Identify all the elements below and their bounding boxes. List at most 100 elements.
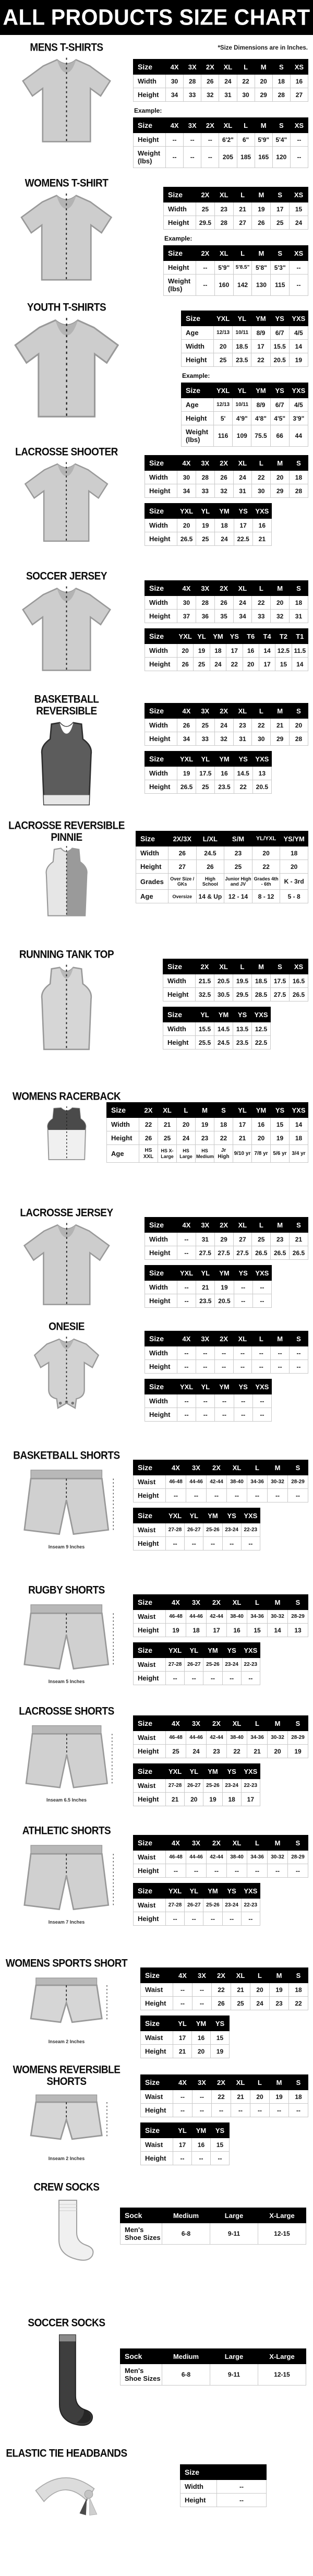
size-col-header: 4X <box>173 1967 192 1983</box>
size-value: -- <box>184 1912 204 1926</box>
size-value: 34 <box>165 88 184 102</box>
size-value: 22-23 <box>240 1898 260 1912</box>
size-value: 19 <box>251 202 271 216</box>
size-col-header: S <box>287 1835 308 1851</box>
size-value: 25 <box>270 216 290 230</box>
size-value: -- <box>287 1488 308 1502</box>
size-col-header: L <box>251 1217 271 1233</box>
size-value: 28-29 <box>287 1609 308 1624</box>
size-col-header: YS <box>210 2016 230 2031</box>
table-corner-header: Size <box>145 1331 177 1346</box>
size-value: -- <box>240 1671 260 1685</box>
size-value: -- <box>173 2090 192 2104</box>
size-value: 23 <box>214 202 234 216</box>
size-value: -- <box>192 1983 212 1997</box>
size-value: 34-36 <box>247 1475 268 1489</box>
tables-column: Size 4X 3X 2X XL L M S XS Width 30 28 26 24 22 20 18 16 He… <box>133 42 313 173</box>
size-value: 30 <box>165 74 184 88</box>
size-table: Size 4X 3X 2X XL L M S Width -- -- -- -- -- -- -- Height… <box>145 1331 308 1374</box>
size-value: 19 <box>269 1983 289 1997</box>
product-column: LACROSSE JERSEY <box>0 1207 133 1308</box>
size-value: 26 <box>211 1996 231 2010</box>
size-value: 5'9" <box>254 133 273 147</box>
size-col-header: S <box>270 245 290 261</box>
tank-graphic <box>26 963 107 1052</box>
size-value: 19 <box>288 353 308 367</box>
tables-stack: Size 4X 3X 2X XL L M S Waist 46-48 44-46 42-44 38-40… <box>133 1594 313 1685</box>
table-corner-header: Size <box>145 628 177 644</box>
tables-column: Size 4X 3X 2X XL L M S Width -- 31 29 27 25 23 21 Height… <box>133 1207 313 1313</box>
section-title: LACROSSE JERSEY <box>20 1207 113 1220</box>
size-value: 26-27 <box>184 1779 204 1793</box>
table-corner-header: Size <box>145 580 177 596</box>
size-row: Waist 46-48 44-46 42-44 38-40 34-36 30-32 28-29 <box>133 1850 308 1864</box>
size-value: 25.5 <box>195 1035 214 1050</box>
section-lacrosse-shooter: LACROSSE SHOOTER Size 4X 3X 2X XL L M S Width 30 28… <box>0 446 313 551</box>
tables-stack: Size 2X/3X L/XL S/M YL/YXL YS/YM Width 26 24.5 23… <box>136 831 313 904</box>
size-value: 22-23 <box>240 1523 260 1537</box>
size-value: -- <box>176 1280 197 1294</box>
size-value: 23.5 <box>214 780 234 794</box>
row-label: Height <box>145 780 177 794</box>
section-title: SOCCER JERSEY <box>26 570 107 583</box>
tables-column: Sock Medium Large X-Large Men's Shoe Sizes 6-… <box>120 2181 313 2250</box>
row-label: Height <box>133 133 166 147</box>
size-col-header: Medium <box>162 2348 210 2364</box>
size-value: 35 <box>214 609 234 623</box>
table-corner-header: Size <box>145 1265 177 1281</box>
size-col-header: T2 <box>275 628 292 644</box>
size-col-header: S <box>289 703 308 719</box>
size-value: 22 <box>214 1131 233 1145</box>
size-value: 34 <box>177 732 196 746</box>
size-value: 18 <box>214 518 234 532</box>
size-value: 23 <box>206 1744 227 1758</box>
size-value: 66 <box>270 425 290 447</box>
size-value: -- <box>177 1232 196 1246</box>
row-label: Weight (lbs) <box>163 274 196 296</box>
size-value: 25-26 <box>203 1657 223 1672</box>
size-table: Size YXL YL YM YS YXS Width -- 21 19 -- -- Height -- 2… <box>145 1265 272 1308</box>
size-col-header: YXS <box>252 1265 272 1281</box>
header-row: Size YXL YL YM YS YXS <box>133 1642 260 1658</box>
row-label: Width <box>145 1394 177 1408</box>
size-value: 18 <box>289 1131 308 1145</box>
size-row: Height -- -- -- -- -- -- -- <box>133 1488 308 1502</box>
size-row: Width 30 28 26 24 22 20 18 <box>145 470 308 484</box>
section-youth-tshirts: YOUTH T-SHIRTS Size YXL YL YM YS YXS Age 12/13 10… <box>0 302 313 448</box>
row-label: Width <box>145 518 177 532</box>
row-label: Waist <box>133 1898 166 1912</box>
size-value: -- <box>196 274 215 296</box>
table-corner-header: Size <box>106 1102 139 1118</box>
tshirt-graphic <box>10 316 123 421</box>
size-col-header: YM <box>203 1763 223 1779</box>
product-column: RUGBY SHORTS Inseam 5 Inches <box>0 1584 133 1684</box>
size-col-header: YL <box>184 1642 204 1658</box>
size-col-header: L <box>251 703 271 719</box>
size-value: 4'5" <box>270 411 290 425</box>
example-label: Example: <box>164 235 192 242</box>
header-row: Size YL YM YS YXS <box>163 1007 271 1022</box>
size-value: 17 <box>251 339 271 353</box>
size-row: Height 21 20 19 18 17 <box>133 1792 260 1806</box>
size-col-header: YXL <box>176 628 194 644</box>
size-value: 23-24 <box>222 1898 242 1912</box>
size-col-header: 2X <box>214 580 234 596</box>
header-row: Size 4X 3X 2X XL L M S <box>140 2074 308 2090</box>
size-row: Height -- -- -- <box>140 2151 230 2165</box>
size-value: 25 <box>196 780 215 794</box>
section-title: ELASTIC TIE HEADBANDS <box>6 2447 127 2460</box>
size-col-header: 4X <box>177 703 196 719</box>
size-value: 14.5 <box>214 1022 233 1036</box>
tables-stack: Size 4X 3X 2X XL L M S Waist 46-48 44-46 42-44 38-40… <box>133 1460 313 1551</box>
size-value: 21 <box>289 1232 308 1246</box>
size-value: -- <box>195 1359 215 1374</box>
size-value: -- <box>289 260 308 275</box>
size-value: 20 <box>251 846 281 860</box>
size-value: 17 <box>240 1792 260 1806</box>
size-value: 15 <box>270 1117 290 1131</box>
size-row: Age Oversize 14 & Up 12 - 14 8 - 12 5 - 8 <box>136 889 308 904</box>
size-value: 28 <box>183 74 202 88</box>
size-value: 26 <box>214 470 234 484</box>
size-col-header: YS <box>233 1379 253 1394</box>
size-col-header: YL/YXL <box>251 831 281 846</box>
